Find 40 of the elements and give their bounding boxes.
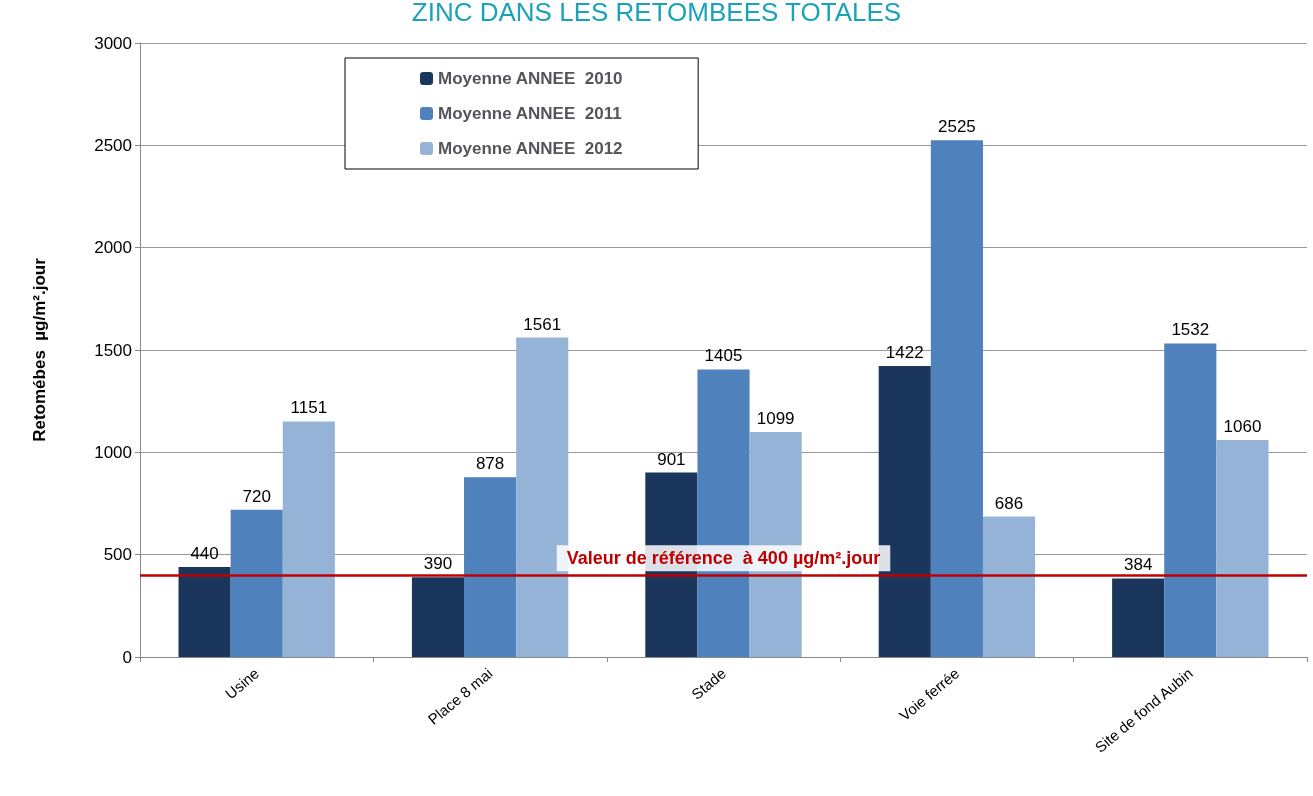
y-tick-label: 1500 bbox=[94, 340, 132, 360]
legend-label: Moyenne ANNEE 2011 bbox=[438, 104, 622, 123]
y-axis-title: Retomébes µg/m².jour bbox=[30, 257, 49, 442]
legend-label: Moyenne ANNEE 2010 bbox=[438, 69, 623, 88]
data-label: 720 bbox=[242, 486, 271, 506]
data-label: 1561 bbox=[523, 314, 562, 334]
legend-label: Moyenne ANNEE 2012 bbox=[438, 139, 623, 158]
chart-title: ZINC DANS LES RETOMBEES TOTALES bbox=[411, 0, 902, 27]
bar bbox=[411, 577, 465, 657]
y-tick-label: 1000 bbox=[94, 442, 132, 462]
data-label: 901 bbox=[657, 449, 686, 469]
y-tick-label: 500 bbox=[103, 545, 132, 565]
y-tick-label: 0 bbox=[122, 647, 132, 667]
bar bbox=[878, 365, 931, 657]
bar bbox=[178, 566, 231, 657]
data-label: 1405 bbox=[704, 346, 743, 366]
data-label: 2525 bbox=[937, 117, 976, 137]
data-label: 390 bbox=[423, 554, 453, 574]
bar bbox=[516, 337, 569, 657]
bar bbox=[1216, 440, 1269, 657]
data-label: 1532 bbox=[1171, 320, 1210, 340]
y-tick-label: 2500 bbox=[94, 135, 132, 155]
data-label: 384 bbox=[1123, 555, 1153, 575]
bar bbox=[1112, 578, 1165, 657]
data-label: 440 bbox=[190, 543, 219, 563]
bar bbox=[930, 140, 983, 657]
bar bbox=[230, 509, 283, 657]
data-label: 1060 bbox=[1223, 417, 1262, 437]
data-label: 1099 bbox=[756, 409, 795, 429]
data-label: 1151 bbox=[290, 398, 328, 418]
bar bbox=[464, 477, 517, 657]
data-label: 1422 bbox=[885, 342, 924, 362]
bar bbox=[1164, 343, 1217, 657]
data-label: 686 bbox=[994, 493, 1024, 513]
data-label: 878 bbox=[475, 454, 505, 474]
bar bbox=[282, 421, 335, 657]
bar bbox=[982, 516, 1036, 657]
y-tick-label: 2000 bbox=[94, 238, 132, 258]
y-tick-label: 3000 bbox=[94, 33, 132, 53]
ref-line-label: Valeur de référence à 400 µg/m².jour bbox=[566, 548, 881, 569]
